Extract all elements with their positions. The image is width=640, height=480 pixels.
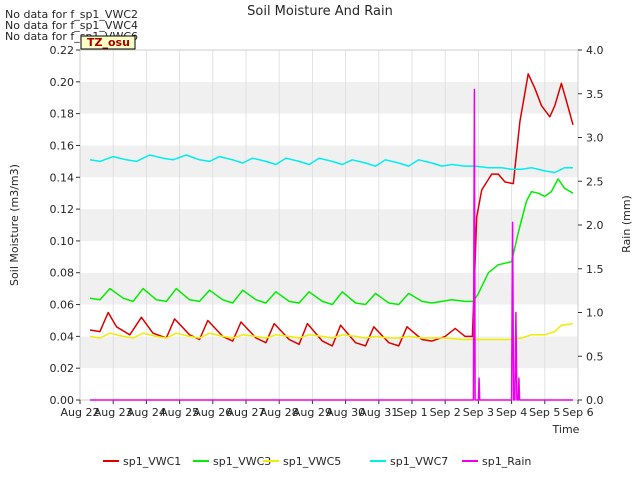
y2-tick-label: 4.0	[586, 44, 604, 57]
x-tick-label: Aug 23	[94, 406, 133, 419]
x-tick-label: Aug 28	[260, 406, 299, 419]
y-tick-label: 0.12	[50, 203, 75, 216]
x-axis-label: Time	[552, 423, 580, 436]
x-tick-label: Aug 27	[227, 406, 266, 419]
grid-band	[80, 50, 578, 82]
y-tick-label: 0.06	[50, 299, 75, 312]
series-line-sp1-vwc5	[89, 322, 574, 341]
y2-tick-label: 0.5	[586, 350, 604, 363]
x-tick-label: Aug 31	[359, 406, 398, 419]
legend-label: sp1_VWC3	[213, 455, 271, 468]
site-badge-label: TZ_osu	[87, 36, 130, 49]
x-tick-label: Aug 29	[293, 406, 332, 419]
y-tick-label: 0.22	[50, 44, 75, 57]
grid-band	[80, 336, 578, 369]
no-data-notes: No data for f_sp1_VWC2 No data for f_sp1…	[5, 8, 138, 43]
y-tick-label: 0.00	[50, 394, 75, 407]
legend-label: sp1_VWC7	[390, 455, 448, 468]
legend: sp1_VWC1 sp1_VWC3 sp1_VWC5 sp1_VWC7 sp1_Rain	[103, 455, 531, 468]
x-tick-label: Aug 30	[326, 406, 365, 419]
y-tick-label: 0.02	[50, 362, 75, 375]
y2-tick-label: 2.5	[586, 175, 604, 188]
legend-label: sp1_Rain	[482, 455, 531, 468]
y-tick-label: 0.14	[50, 171, 75, 184]
x-tick-label: Sep 2	[430, 406, 461, 419]
y2-tick-label: 3.0	[586, 132, 604, 145]
y-tick-label: 0.10	[50, 235, 75, 248]
y-axis-label: Soil Moisture (m3/m3)	[8, 164, 21, 286]
grid-band	[80, 240, 578, 273]
series-line-sp1-vwc7	[89, 154, 573, 174]
x-tick-label: Aug 22	[61, 406, 100, 419]
chart-title: Soil Moisture And Rain	[247, 4, 393, 19]
y-tick-label: 0.04	[50, 330, 75, 343]
y-tick-label: 0.18	[50, 108, 75, 121]
x-tick-label: Sep 4	[496, 406, 527, 419]
y2-tick-label: 1.5	[586, 263, 604, 276]
x-tick-label: Aug 24	[127, 406, 166, 419]
plot-area: 0.00 0.02 0.04 0.06 0.08 0.10 0.12 0.14 0.16 0.18…	[50, 44, 604, 419]
grid-band	[80, 272, 578, 305]
grid-band	[80, 368, 578, 400]
grid-band	[80, 177, 578, 210]
x-tick-label: Sep 5	[529, 406, 560, 419]
y2-tick-label: 0.0	[586, 394, 604, 407]
series-line-sp1-vwc1	[89, 73, 574, 347]
x-tick-label: Aug 26	[193, 406, 232, 419]
series-line-sp1-vwc3	[89, 178, 574, 306]
y2-tick-label: 2.0	[586, 219, 604, 232]
grid-band	[80, 304, 578, 337]
grid-band	[80, 209, 578, 241]
legend-label: sp1_VWC5	[283, 455, 341, 468]
y2-tick-label: 3.5	[586, 88, 604, 101]
x-tick-label: Sep 3	[463, 406, 494, 419]
series-line-sp1-rain	[90, 88, 573, 401]
no-data-note: No data for f_sp1_VWC2	[5, 8, 138, 21]
y2-axis-label: Rain (mm)	[620, 195, 633, 253]
no-data-note: No data for f_sp1_VWC4	[5, 19, 138, 32]
y2-tick-label: 1.0	[586, 307, 604, 320]
y-tick-label: 0.08	[50, 267, 75, 280]
y-tick-label: 0.16	[50, 139, 75, 152]
site-badge: TZ_osu	[80, 35, 136, 50]
x-tick-label: Sep 1	[396, 406, 427, 419]
x-tick-label: Sep 6	[562, 406, 593, 419]
grid-band	[80, 113, 578, 146]
grid-band	[80, 81, 578, 114]
x-tick-label: Aug 25	[160, 406, 199, 419]
site-badge-box	[80, 35, 136, 50]
y-tick-label: 0.20	[50, 76, 75, 89]
legend-label: sp1_VWC1	[123, 455, 181, 468]
